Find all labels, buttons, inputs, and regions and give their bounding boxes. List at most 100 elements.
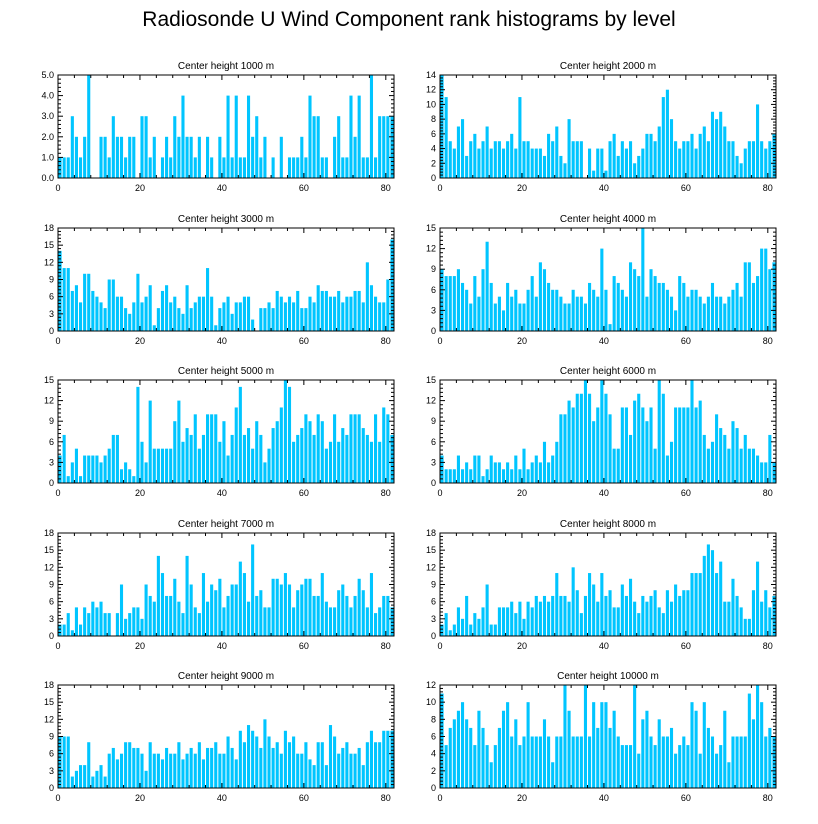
histogram-bar <box>312 116 316 178</box>
histogram-bar <box>460 469 465 483</box>
histogram-bar <box>124 462 128 483</box>
histogram-bar <box>308 296 312 331</box>
histogram-bar <box>226 296 230 331</box>
histogram-bar <box>185 428 189 483</box>
histogram-bar <box>160 573 165 636</box>
histogram-bar <box>374 296 378 331</box>
x-tick-label: 0 <box>437 793 442 803</box>
histogram-bar <box>390 116 394 178</box>
histogram-bar <box>534 595 538 636</box>
histogram-bar <box>206 601 210 636</box>
histogram-bar <box>382 730 386 788</box>
histogram-bar <box>604 702 608 788</box>
histogram-bar <box>87 742 91 788</box>
histogram-bar <box>214 325 218 331</box>
histogram-bar <box>222 753 226 788</box>
histogram-bar <box>501 310 506 331</box>
histogram-bar <box>95 455 99 483</box>
histogram-bar <box>95 770 99 788</box>
histogram-bar <box>230 584 234 636</box>
histogram-bar <box>152 325 156 331</box>
histogram-bar <box>361 302 365 331</box>
histogram-bar <box>316 742 320 788</box>
histogram-bar <box>702 434 706 483</box>
histogram-bar <box>465 289 469 331</box>
x-tick-label: 0 <box>55 488 60 498</box>
histogram-bar <box>132 136 136 178</box>
histogram-bar <box>497 462 501 483</box>
histogram-bar <box>304 578 308 636</box>
histogram-bar <box>542 719 547 788</box>
histogram-bar <box>238 561 242 636</box>
histogram-bar <box>251 319 255 331</box>
histogram-bar <box>246 428 251 483</box>
histogram-bar <box>530 736 534 788</box>
panel-title: Center height 4000 m <box>560 214 656 225</box>
histogram-bar <box>481 476 485 483</box>
histogram-bar <box>538 462 542 483</box>
histogram-bar <box>300 753 304 788</box>
histogram-bar <box>481 269 485 331</box>
histogram-bar <box>743 434 747 483</box>
histogram-bar <box>316 116 320 178</box>
histogram-bar <box>747 141 751 178</box>
histogram-bar <box>156 753 160 788</box>
x-tick-label: 0 <box>437 641 442 651</box>
histogram-bar <box>596 148 600 178</box>
histogram-bar <box>312 302 316 331</box>
histogram-bar <box>259 434 263 483</box>
histogram-bar <box>706 544 710 636</box>
histogram-bar <box>682 407 686 483</box>
panel-3: Center height 3000 m 0 20 40 60 80 0 3 6 9 12 15 18 <box>44 214 395 346</box>
histogram-bar <box>641 407 645 483</box>
histogram-bar <box>551 762 555 788</box>
y-tick-label: 15 <box>44 697 54 707</box>
histogram-bar <box>144 116 148 178</box>
histogram-bar <box>242 573 246 636</box>
histogram-bar <box>620 584 624 636</box>
histogram-bar <box>477 455 481 483</box>
histogram-bar <box>719 296 723 331</box>
histogram-bar <box>337 753 341 788</box>
panel-6: Center height 6000 m 0 20 40 60 80 0 3 6 9 12 15 <box>426 366 777 498</box>
histogram-bar <box>456 710 460 788</box>
histogram-bar <box>628 262 633 331</box>
histogram-bar <box>444 469 448 483</box>
histogram-bar <box>616 736 620 788</box>
x-tick-label: 40 <box>599 641 609 651</box>
panel-title: Center height 5000 m <box>178 366 274 377</box>
histogram-bar <box>361 590 365 636</box>
histogram-bar <box>661 613 665 636</box>
histogram-bar <box>694 573 698 636</box>
histogram-bar <box>440 693 444 788</box>
y-tick-label: 6 <box>431 732 436 742</box>
histogram-bar <box>588 148 592 178</box>
histogram-bar <box>633 163 637 178</box>
x-tick-label: 80 <box>381 183 391 193</box>
histogram-bar <box>497 296 501 331</box>
histogram-bar <box>160 290 165 331</box>
y-tick-label: 14 <box>426 70 436 80</box>
histogram-bar <box>259 747 263 788</box>
histogram-bar <box>365 262 369 331</box>
histogram-bar <box>119 296 124 331</box>
histogram-bar <box>349 753 353 788</box>
histogram-bar <box>563 303 567 331</box>
histogram-bar <box>444 276 448 331</box>
histogram-bar <box>83 273 87 331</box>
histogram-bar <box>386 595 390 636</box>
x-tick-label: 60 <box>681 488 691 498</box>
histogram-bar <box>493 462 497 483</box>
histogram-bar <box>522 141 526 178</box>
histogram-bar <box>710 111 715 178</box>
histogram-bar <box>608 141 612 178</box>
histogram-bar <box>460 618 465 636</box>
histogram-bar <box>579 393 583 483</box>
histogram-bar <box>669 601 674 636</box>
histogram-bar <box>756 455 760 483</box>
histogram-bar <box>682 141 686 178</box>
histogram-bar <box>382 302 386 331</box>
histogram-bar <box>493 745 497 788</box>
y-tick-label: 12 <box>426 244 436 254</box>
histogram-bar <box>481 607 485 636</box>
